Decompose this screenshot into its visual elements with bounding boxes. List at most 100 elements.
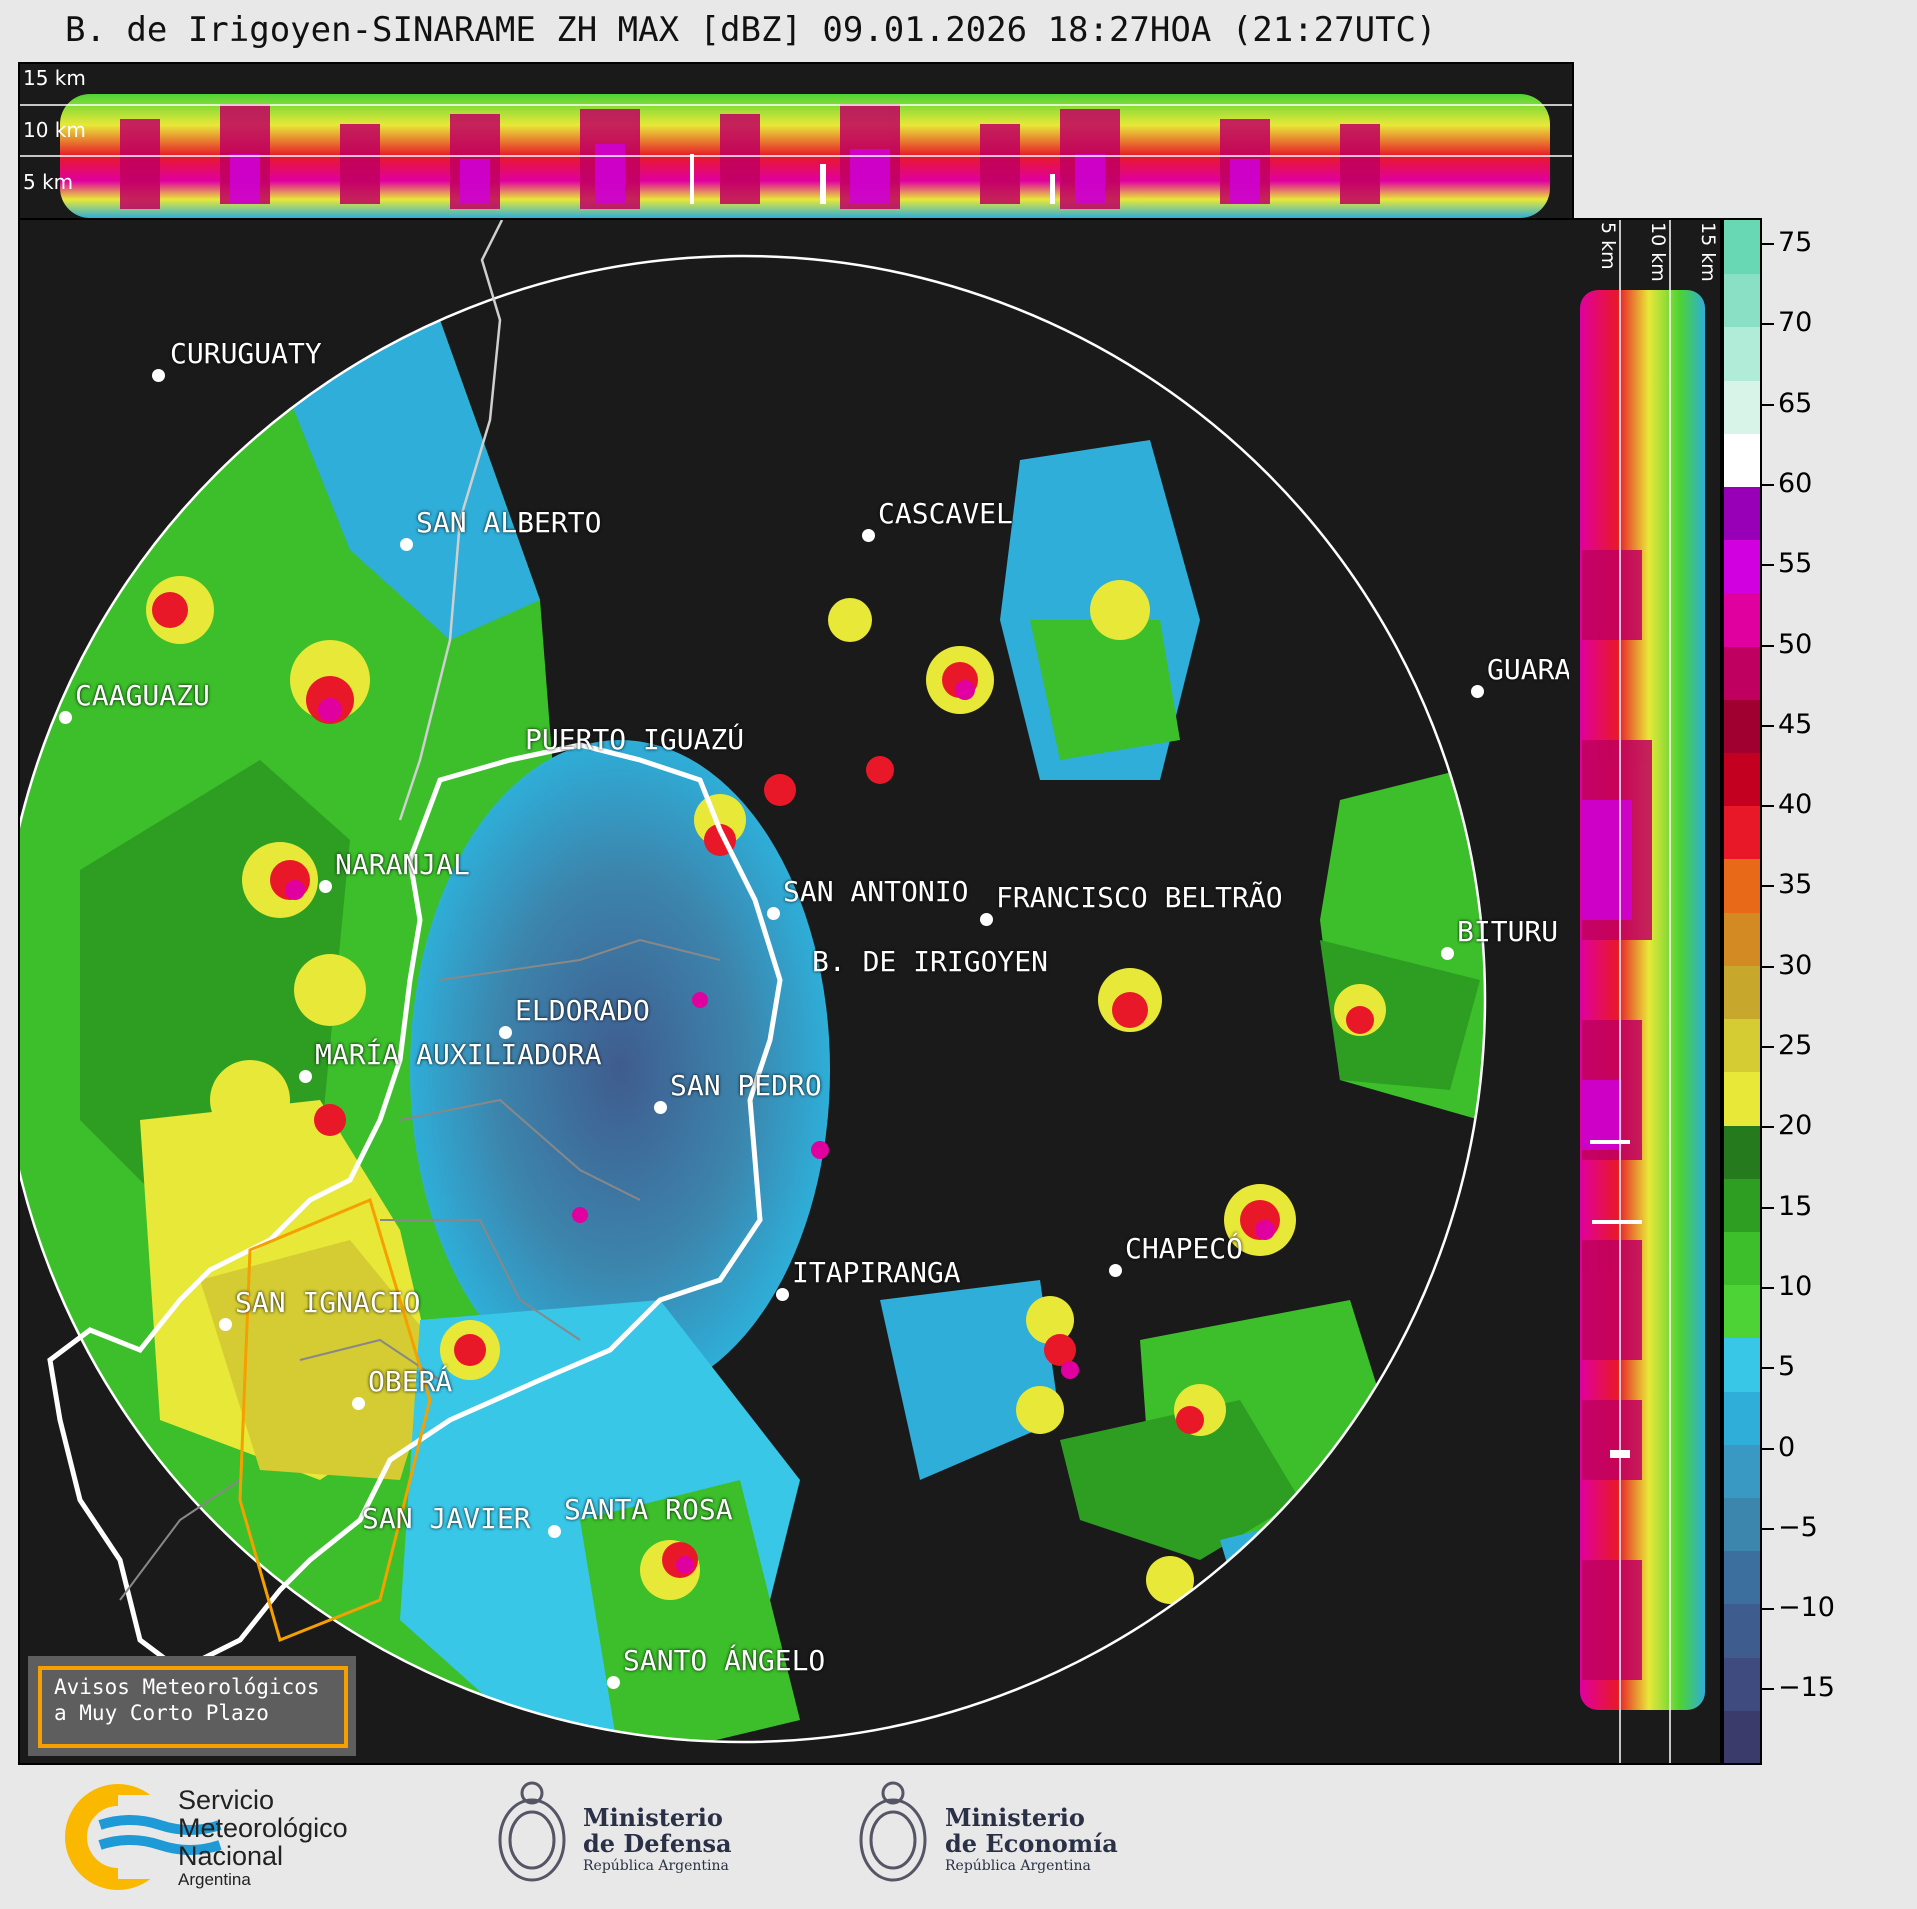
colorbar-tick <box>1760 1367 1774 1370</box>
city-label-caaguazu: CAAGUAZU <box>75 679 210 712</box>
colorbar-tick-label: 35 <box>1778 869 1813 901</box>
radar-map-svg <box>20 220 1487 1744</box>
colorbar-tick <box>1760 724 1774 727</box>
right-cross-section-svg <box>1580 220 1705 1763</box>
city-label-chapeco: CHAPECÓ <box>1125 1232 1244 1265</box>
top-cross-section-svg <box>20 64 1572 218</box>
city-dot-obera <box>352 1397 365 1410</box>
top-cross-section-panel: 15 km 10 km 5 km <box>18 62 1574 220</box>
smn-logo-text: Servicio Meteorológico Nacional Argentin… <box>178 1786 348 1890</box>
colorbar-tick-label: 5 <box>1778 1351 1796 1383</box>
city-label-itapiranga: ITAPIRANGA <box>792 1256 961 1289</box>
colorbar-tick-label: 55 <box>1778 548 1813 580</box>
colorbar-tick <box>1760 1527 1774 1530</box>
colorbar-tick-label: 15 <box>1778 1190 1813 1222</box>
economia-logo-text: Ministerio de Economía República Argenti… <box>945 1805 1118 1875</box>
city-dot-cascavel <box>862 529 875 542</box>
colorbar-step <box>1724 1496 1760 1552</box>
colorbar-tick <box>1760 1126 1774 1129</box>
city-dot-san-antonio <box>767 907 780 920</box>
colorbar-tick-label: 10 <box>1778 1270 1813 1302</box>
city-label-bituru: BITURU <box>1457 915 1559 948</box>
city-dot-naranjal <box>319 880 332 893</box>
city-dot-santo-angelo <box>607 1676 620 1689</box>
colorbar-tick-label: −10 <box>1778 1592 1835 1624</box>
colorbar-tick <box>1760 965 1774 968</box>
radar-map-panel <box>18 218 1574 1765</box>
colorbar-step <box>1724 273 1760 328</box>
avisos-line-2: a Muy Corto Plazo <box>54 1701 269 1725</box>
defensa-seal-icon <box>498 1781 566 1882</box>
colorbar-step <box>1724 1284 1760 1339</box>
city-dot-francisco-beltrao <box>980 913 993 926</box>
colorbar-tick <box>1760 564 1774 567</box>
economia-line-2: de Economía <box>945 1829 1118 1858</box>
colorbar-tick <box>1760 403 1774 406</box>
city-label-puerto-iguazu: PUERTO IGUAZÚ <box>525 723 745 756</box>
colorbar-tick <box>1760 644 1774 647</box>
colorbar-tick-label: 30 <box>1778 949 1813 981</box>
city-label-francisco-beltrao: FRANCISCO BELTRÃO <box>996 881 1283 914</box>
colorbar-tick-label: 0 <box>1778 1431 1796 1463</box>
range-ring <box>20 254 1487 1744</box>
city-dot-itapiranga <box>776 1288 789 1301</box>
city-label-san-pedro: SAN PEDRO <box>670 1069 822 1102</box>
colorbar-tick <box>1760 885 1774 888</box>
city-label-naranjal: NARANJAL <box>335 848 470 881</box>
city-dot-san-ignacio <box>219 1318 232 1331</box>
city-label-cascavel: CASCAVEL <box>878 497 1013 530</box>
city-label-eldorado: ELDORADO <box>515 994 650 1027</box>
avisos-box[interactable]: Avisos Meteorológicos a Muy Corto Plazo <box>38 1666 348 1748</box>
footer-logos-svg <box>65 1781 927 1890</box>
footer: Servicio Meteorológico Nacional Argentin… <box>0 1765 1917 1909</box>
city-dot-curuguaty <box>152 369 165 382</box>
right-alt-label-10: 10 km <box>1647 222 1669 282</box>
city-label-guara: GUARA <box>1487 653 1569 686</box>
colorbar-tick <box>1760 1046 1774 1048</box>
city-label-santa-rosa: SANTA ROSA <box>564 1493 733 1526</box>
city-label-santo-angelo: SANTO ÁNGELO <box>623 1644 826 1677</box>
colorbar-tick <box>1760 483 1774 486</box>
city-label-san-javier: SAN JAVIER <box>362 1502 531 1535</box>
colorbar-step <box>1724 1230 1760 1286</box>
city-dot-bituru <box>1441 947 1454 960</box>
colorbar-step <box>1724 1550 1760 1605</box>
defensa-line-2: de Defensa <box>583 1829 732 1858</box>
echo-central-blue <box>410 740 830 1400</box>
smn-line-1: Servicio <box>178 1785 275 1815</box>
colorbar-step <box>1724 805 1760 860</box>
colorbar-step <box>1724 432 1760 488</box>
colorbar-step <box>1724 911 1760 966</box>
colorbar-step <box>1724 1337 1760 1392</box>
city-dot-santa-rosa <box>548 1525 561 1538</box>
colorbar-step <box>1724 858 1760 913</box>
city-label-obera: OBERÁ <box>368 1365 453 1398</box>
colorbar-step <box>1724 1603 1760 1658</box>
colorbar-step <box>1724 1177 1760 1232</box>
city-label-san-ignacio: SAN IGNACIO <box>235 1286 421 1319</box>
colorbar-tick-label: 40 <box>1778 789 1813 821</box>
colorbar-tick-label: 20 <box>1778 1110 1813 1142</box>
top-alt-label-10: 10 km <box>23 118 86 142</box>
city-dot-chapeco <box>1109 1264 1122 1277</box>
economia-line-1: Ministerio <box>945 1803 1085 1832</box>
colorbar-step <box>1724 486 1760 541</box>
defensa-line-1: Ministerio <box>583 1803 723 1832</box>
defensa-line-3: República Argentina <box>583 1858 729 1874</box>
city-label-maria-auxiliadora: MARÍA AUXILIADORA <box>315 1038 602 1071</box>
colorbar-tick <box>1760 1447 1774 1450</box>
city-dot-caaguazu <box>59 711 72 724</box>
colorbar-tick <box>1760 323 1774 326</box>
right-cross-section-panel: 5 km 10 km 15 km <box>1570 218 1722 1765</box>
city-dot-guara <box>1471 685 1484 698</box>
avisos-panel[interactable]: Avisos Meteorológicos a Muy Corto Plazo <box>28 1656 356 1756</box>
colorbar-tick-label: 45 <box>1778 708 1813 740</box>
colorbar-tick <box>1760 1206 1774 1209</box>
city-dot-san-alberto <box>400 538 413 551</box>
colorbar-step <box>1724 592 1760 647</box>
city-dot-maria-auxiliadora <box>299 1070 312 1083</box>
colorbar <box>1722 218 1762 1765</box>
colorbar-step <box>1724 698 1760 754</box>
colorbar-step <box>1724 1124 1760 1179</box>
top-alt-label-5: 5 km <box>23 170 74 194</box>
